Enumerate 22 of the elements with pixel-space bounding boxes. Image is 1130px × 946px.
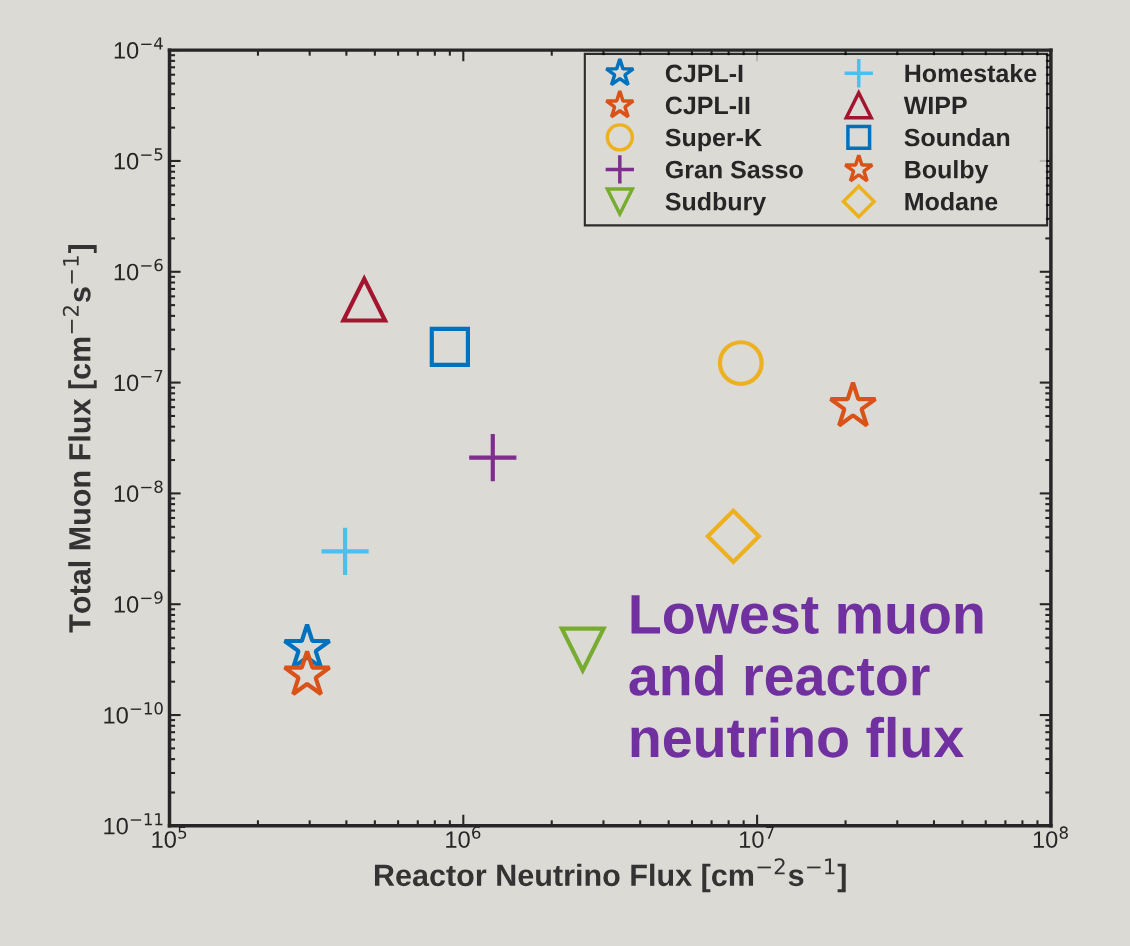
legend-label: Boulby — [905, 160, 989, 184]
legend-label: Gran Sasso — [665, 160, 803, 179]
y-tick-label: 10$^{−8}$ — [114, 480, 163, 503]
legend-label: CJPL-I — [665, 64, 743, 83]
annotation: Lowest muon and reactor neutrino flux — [629, 595, 983, 758]
legend-label: Super-K — [665, 128, 762, 152]
x-tick-label: 10$^{6}$ — [446, 826, 481, 848]
x-tick-label: 10$^{8}$ — [1033, 826, 1068, 848]
legend-label: CJPL-II — [665, 96, 750, 115]
y-tick-label: 10$^{−6}$ — [114, 258, 163, 281]
legend-label: Sudbury — [665, 192, 767, 216]
y-tick-label: 10$^{−7}$ — [114, 369, 163, 392]
legend-label: Homestake — [905, 63, 1037, 83]
y-axis-title: Total Muon Flux [cm$^{−2}$s$^{−1}$] — [62, 244, 97, 633]
y-tick-label: 10$^{−5}$ — [114, 148, 163, 170]
y-tick-label: 10$^{−10}$ — [104, 702, 163, 724]
y-tick-label: 10$^{−4}$ — [114, 37, 163, 59]
legend-label: Soundan — [904, 128, 1010, 147]
x-axis-title: Reactor Neutrino Flux [cm$^{−2}$s$^{−1}$] — [374, 858, 846, 893]
legend-label: WIPP — [903, 96, 967, 115]
y-tick-label: 10$^{−9}$ — [114, 591, 163, 613]
legend-label: Modane — [905, 192, 998, 211]
